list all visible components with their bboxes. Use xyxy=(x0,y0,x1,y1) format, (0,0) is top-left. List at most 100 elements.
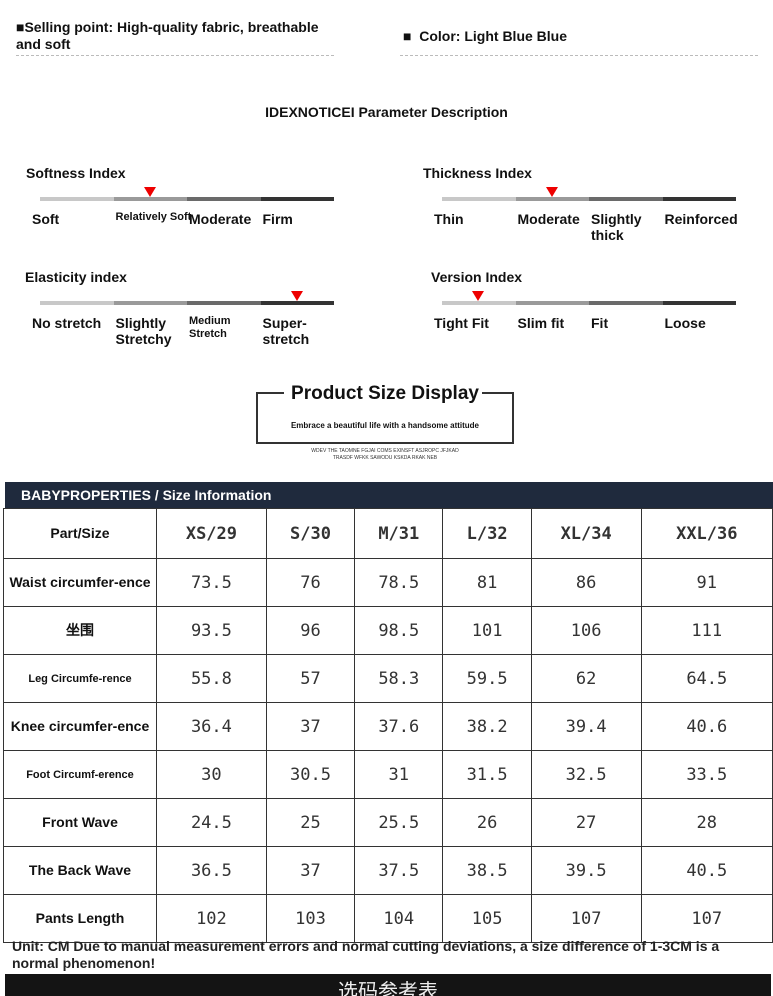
table-cell: 30 xyxy=(156,750,267,799)
table-cell: 38.2 xyxy=(442,702,532,751)
banner-small-text: WDEV THE TAOMNE FGJAI COMS EXINSFT ASJRO… xyxy=(256,448,514,462)
table-cell: 37 xyxy=(265,702,356,751)
table-cell: 36.5 xyxy=(156,846,267,895)
index-option: Relatively Soft xyxy=(115,211,192,223)
banner-small-1: WDEV THE TAOMNE FGJAI COMS EXINSFT ASJRO… xyxy=(311,448,459,454)
column-header: L/32 xyxy=(442,508,532,559)
table-row: Pants Length 102 103 104 105 107 107 xyxy=(3,894,773,943)
row-label: The Back Wave xyxy=(3,846,157,895)
table-cell: 62 xyxy=(530,654,642,703)
index-option: Slightly thick xyxy=(591,211,642,243)
color-text: Color: Light Blue Blue xyxy=(419,28,568,44)
table-cell: 57 xyxy=(265,654,356,703)
table-cell: 31 xyxy=(354,750,444,799)
section-title: IDEXNOTICEI Parameter Description xyxy=(265,104,508,120)
table-cell: 81 xyxy=(442,558,532,607)
row-label: 坐围 xyxy=(3,606,157,655)
table-cell: 107 xyxy=(530,894,642,943)
column-header: XL/34 xyxy=(530,508,642,559)
table-cell: 30.5 xyxy=(265,750,356,799)
table-row: Foot Circumf-erence 30 30.5 31 31.5 32.5 33.5 xyxy=(3,750,773,799)
table-cell: 86 xyxy=(530,558,642,607)
table-cell: 27 xyxy=(530,798,642,847)
index-option: No stretch xyxy=(32,315,102,331)
index-label: Thickness Index xyxy=(423,165,532,181)
table-cell: 31.5 xyxy=(442,750,532,799)
index-option: Moderate xyxy=(189,211,252,227)
selected-marker-icon xyxy=(472,291,484,301)
index-label: Elasticity index xyxy=(25,269,127,285)
table-cell: 40.6 xyxy=(640,702,773,751)
banner-title: Product Size Display xyxy=(291,383,479,404)
table-cell: 33.5 xyxy=(640,750,773,799)
footer-text: 选码参考表 xyxy=(338,981,438,996)
table-cell: 38.5 xyxy=(442,846,532,895)
index-option: Medium Stretch xyxy=(189,315,231,340)
index-option: Fit xyxy=(591,315,609,331)
table-row: Waist circumfer-ence 73.5 76 78.5 81 86 91 xyxy=(3,558,773,607)
index-scale-bar xyxy=(40,301,334,305)
selling-point: ■Selling point: High-quality fabric, bre… xyxy=(16,19,319,52)
table-row: The Back Wave 36.5 37 37.5 38.5 39.5 40.5 xyxy=(3,846,773,895)
table-cell: 93.5 xyxy=(156,606,267,655)
table-row: Knee circumfer-ence 36.4 37 37.6 38.2 39.4 40.… xyxy=(3,702,773,751)
row-label: Foot Circumf-erence xyxy=(3,750,157,799)
index-option: Super-stretch xyxy=(262,315,310,347)
table-cell: 58.3 xyxy=(354,654,444,703)
row-label: Knee circumfer-ence xyxy=(3,702,157,751)
selected-marker-icon xyxy=(290,291,303,301)
size-table: Part/Size XS/29 S/30 M/31 L/32 XL/34 XXL/36 Wai… xyxy=(3,508,773,943)
table-header-row: Part/Size XS/29 S/30 M/31 L/32 XL/34 XXL/36 xyxy=(3,508,773,559)
table-cell: 73.5 xyxy=(156,558,267,607)
table-cell: 28 xyxy=(640,798,773,847)
table-cell: 24.5 xyxy=(156,798,267,847)
table-cell: 36.4 xyxy=(156,702,267,751)
table-cell: 91 xyxy=(640,558,773,607)
row-label: Leg Circumfe-rence xyxy=(3,654,157,703)
table-cell: 55.8 xyxy=(156,654,267,703)
divider xyxy=(400,55,758,56)
index-option: Moderate xyxy=(517,211,580,227)
row-label: Pants Length xyxy=(3,894,157,943)
column-header: Part/Size xyxy=(3,508,157,559)
banner-line-right xyxy=(482,392,512,394)
table-cell: 106 xyxy=(530,606,642,655)
table-cell: 103 xyxy=(265,894,356,943)
index-option: Reinforced xyxy=(664,211,738,227)
table-cell: 101 xyxy=(442,606,532,655)
index-scale-bar xyxy=(40,197,334,201)
table-cell: 98.5 xyxy=(354,606,444,655)
column-header: M/31 xyxy=(354,508,444,559)
row-label: Front Wave xyxy=(3,798,157,847)
index-label: Softness Index xyxy=(26,165,126,181)
index-option: Thin xyxy=(434,211,464,227)
table-row: Front Wave 24.5 25 25.5 26 27 28 xyxy=(3,798,773,847)
table-row: Leg Circumfe-rence 55.8 57 58.3 59.5 62 64.5 xyxy=(3,654,773,703)
banner-line-left xyxy=(256,392,284,394)
table-cell: 25.5 xyxy=(354,798,444,847)
table-cell: 37.6 xyxy=(354,702,444,751)
table-cell: 111 xyxy=(640,606,773,655)
index-scale-bar xyxy=(442,197,736,201)
table-cell: 105 xyxy=(442,894,532,943)
index-option: Tight Fit xyxy=(434,315,489,331)
index-scale-bar xyxy=(442,301,736,305)
index-option: Slim fit xyxy=(517,315,565,331)
table-cell: 26 xyxy=(442,798,532,847)
table-cell: 96 xyxy=(265,606,356,655)
table-cell: 64.5 xyxy=(640,654,773,703)
table-cell: 104 xyxy=(354,894,444,943)
selected-marker-icon xyxy=(143,187,156,197)
table-row: 坐围 93.5 96 98.5 101 106 111 xyxy=(3,606,773,655)
divider xyxy=(16,55,334,56)
footer-banner: 选码参考表 xyxy=(5,974,771,996)
column-header: XS/29 xyxy=(156,508,267,559)
selling-point-text: Selling point: High-quality fabric, brea… xyxy=(16,19,319,52)
table-cell: 76 xyxy=(265,558,356,607)
row-label: Waist circumfer-ence xyxy=(3,558,157,607)
index-label: Version Index xyxy=(431,269,523,285)
table-cell: 102 xyxy=(156,894,267,943)
column-header: XXL/36 xyxy=(640,508,773,559)
table-cell: 59.5 xyxy=(442,654,532,703)
index-option: Firm xyxy=(262,211,293,227)
